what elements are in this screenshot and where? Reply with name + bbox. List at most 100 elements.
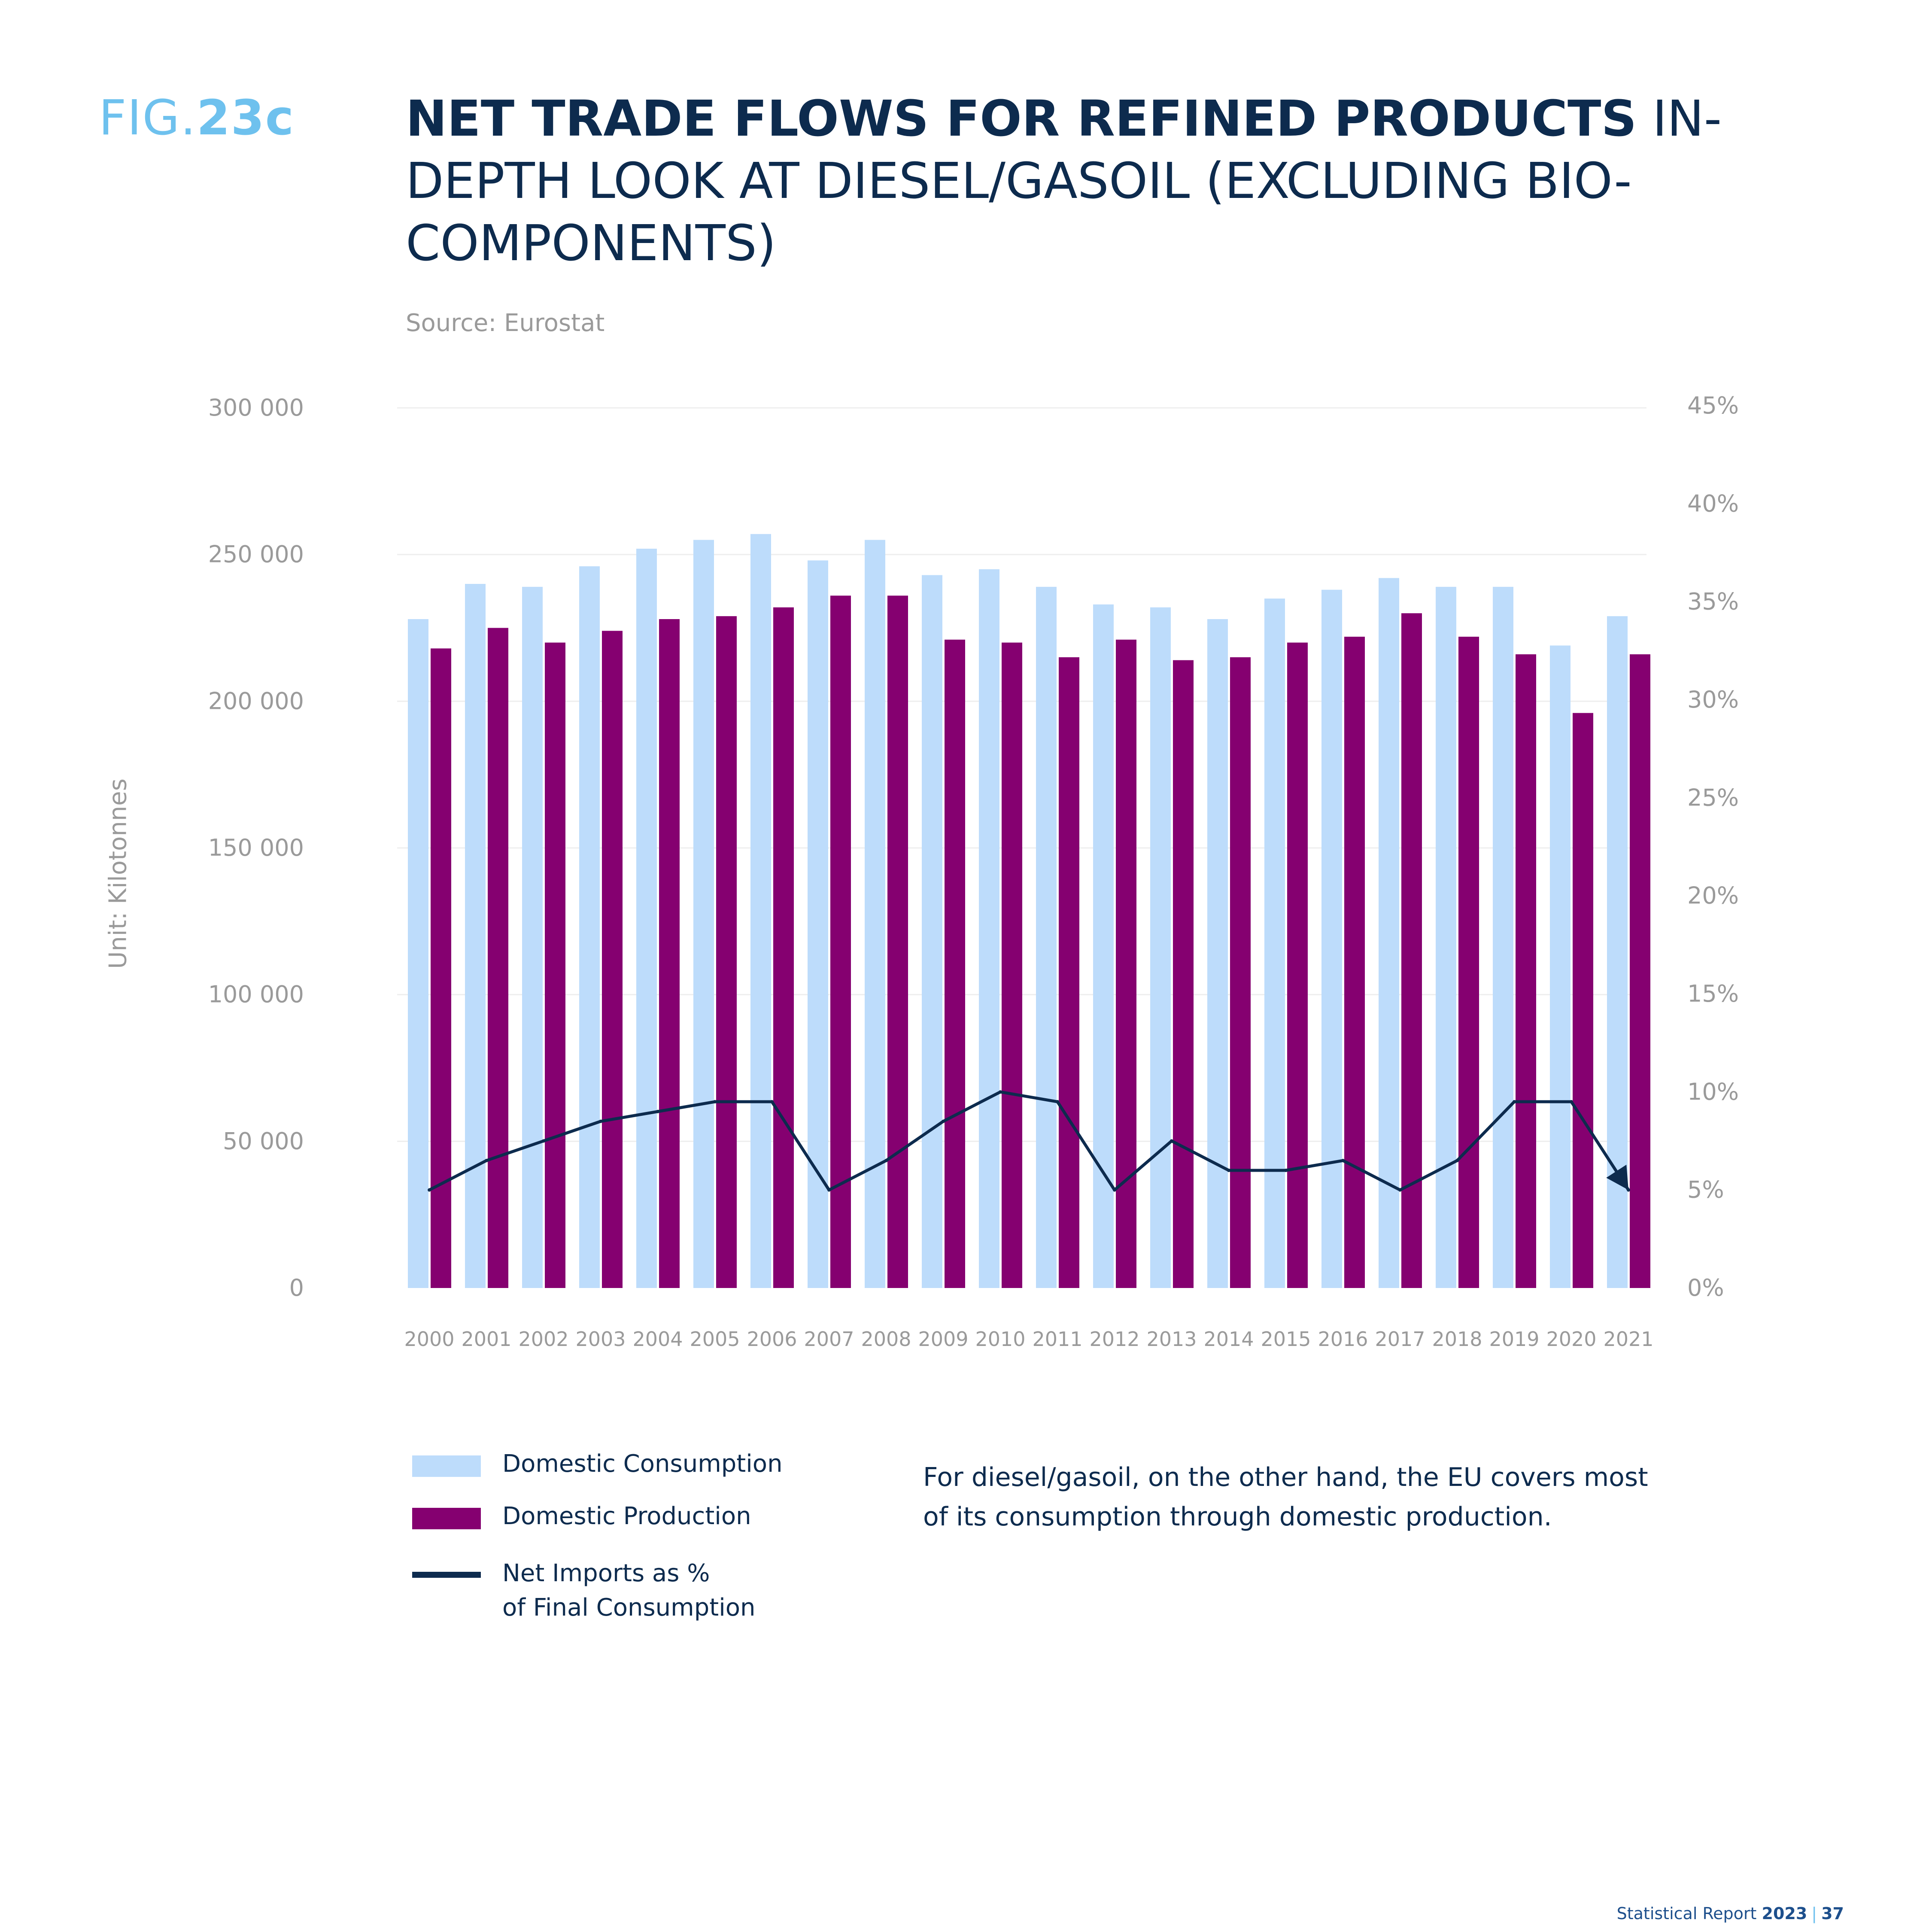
- line-point: [1170, 1139, 1173, 1143]
- line-point: [942, 1119, 945, 1123]
- y-tick-label: 250 000: [208, 541, 304, 568]
- line-point: [428, 1188, 431, 1192]
- x-tick-label: 2010: [975, 1327, 1025, 1351]
- y2-tick-label: 35%: [1687, 588, 1739, 615]
- bar-consumption: [979, 569, 999, 1288]
- bar-production: [1458, 637, 1479, 1288]
- bar-production: [1401, 613, 1422, 1288]
- legend-label-consumption: Domestic Consumption: [502, 1450, 783, 1478]
- y2-tick-label: 20%: [1687, 882, 1739, 909]
- footer-label: Statistical Report: [1616, 1904, 1757, 1923]
- line-point: [542, 1139, 545, 1143]
- bar-consumption: [1036, 586, 1057, 1288]
- line-point: [599, 1119, 602, 1123]
- y2-tick-label: 40%: [1687, 490, 1739, 517]
- x-tick-label: 2011: [1032, 1327, 1082, 1351]
- y2-tick-label: 45%: [1687, 392, 1739, 419]
- x-tick-label: 2020: [1546, 1327, 1596, 1351]
- title-regular: IN-DEPTH LOOK AT DIESEL/GASOIL (EXCLUDIN…: [406, 90, 1722, 272]
- footer-page: 37: [1821, 1904, 1844, 1923]
- legend-label-production: Domestic Production: [502, 1502, 751, 1530]
- legend-swatch-production: [412, 1508, 481, 1529]
- line-point: [770, 1100, 774, 1104]
- line-point: [827, 1188, 831, 1192]
- bar-consumption: [465, 584, 486, 1288]
- bar-consumption: [1436, 586, 1456, 1288]
- x-tick-label: 2016: [1318, 1327, 1368, 1351]
- x-tick-label: 2001: [461, 1327, 511, 1351]
- line-point: [1455, 1159, 1459, 1163]
- bar-production: [1630, 654, 1650, 1288]
- bar-production: [659, 619, 680, 1288]
- y2-tick-label: 0%: [1687, 1274, 1724, 1301]
- line-point: [1056, 1100, 1059, 1104]
- legend-swatch-consumption: [412, 1455, 481, 1477]
- page-footer: Statistical Report 2023 | 37: [1617, 1904, 1844, 1923]
- bar-consumption: [522, 586, 543, 1288]
- line-point: [1227, 1169, 1230, 1172]
- bar-consumption: [1321, 589, 1342, 1288]
- y2-tick-label: 5%: [1687, 1176, 1724, 1203]
- bar-production: [1059, 657, 1079, 1288]
- figure-number: 23c: [196, 90, 295, 146]
- bar-consumption: [1264, 598, 1285, 1288]
- x-tick-label: 2014: [1203, 1327, 1254, 1351]
- bar-production: [1516, 654, 1536, 1288]
- bar-production: [602, 631, 623, 1288]
- legend-swatch-net-imports: [412, 1572, 481, 1578]
- bar-production: [945, 639, 965, 1288]
- bar-consumption: [1493, 586, 1513, 1288]
- y2-tick-label: 25%: [1687, 784, 1739, 811]
- bar-production: [488, 628, 508, 1288]
- bar-consumption: [693, 540, 714, 1288]
- bar-production: [1173, 660, 1194, 1288]
- line-point: [485, 1159, 488, 1163]
- line-point: [1570, 1100, 1573, 1104]
- x-tick-label: 2017: [1375, 1327, 1425, 1351]
- x-tick-label: 2002: [518, 1327, 568, 1351]
- bar-production: [545, 642, 565, 1288]
- bar-production: [1230, 657, 1251, 1288]
- y-tick-label: 200 000: [208, 687, 304, 714]
- bar-production: [1573, 713, 1593, 1288]
- bar-consumption: [1379, 578, 1399, 1288]
- y-tick-label: 100 000: [208, 981, 304, 1008]
- bar-production: [773, 607, 794, 1288]
- y-tick-label: 300 000: [208, 394, 304, 421]
- x-tick-label: 2019: [1489, 1327, 1539, 1351]
- bar-consumption: [865, 540, 885, 1288]
- line-point: [1284, 1169, 1288, 1172]
- bar-consumption: [922, 575, 942, 1288]
- x-tick-label: 2006: [747, 1327, 797, 1351]
- title-bold: NET TRADE FLOWS FOR REFINED PRODUCTS: [406, 90, 1637, 148]
- x-tick-label: 2004: [632, 1327, 683, 1351]
- x-tick-label: 2007: [804, 1327, 854, 1351]
- bar-production: [431, 648, 451, 1288]
- bar-consumption: [808, 560, 828, 1288]
- x-tick-label: 2018: [1432, 1327, 1482, 1351]
- bar-production: [1287, 642, 1308, 1288]
- line-point: [1398, 1188, 1402, 1192]
- y-tick-label: 0: [289, 1274, 304, 1301]
- line-arrowhead: [1606, 1164, 1628, 1190]
- y2-tick-label: 15%: [1687, 980, 1739, 1007]
- bar-production: [1116, 639, 1136, 1288]
- x-tick-label: 2008: [861, 1327, 911, 1351]
- bar-consumption: [750, 534, 771, 1288]
- line-point: [656, 1110, 659, 1113]
- bar-consumption: [1207, 619, 1228, 1288]
- bar-consumption: [1150, 607, 1171, 1288]
- chart-area: 0 50 000 100 000 150 000 200 000 250 000 300 0…: [208, 392, 1739, 1351]
- footer-year: 2023: [1762, 1904, 1807, 1923]
- chart-title: NET TRADE FLOWS FOR REFINED PRODUCTS IN-…: [406, 88, 1865, 275]
- x-tick-label: 2015: [1261, 1327, 1311, 1351]
- line-point: [999, 1090, 1002, 1094]
- bar-consumption: [579, 566, 600, 1288]
- bar-production: [1002, 642, 1022, 1288]
- line-point: [1113, 1188, 1116, 1192]
- footer-separator: |: [1811, 1904, 1817, 1923]
- bar-production: [716, 616, 737, 1288]
- x-tick-label: 2013: [1146, 1327, 1197, 1351]
- figure-label: FIG.23c: [99, 90, 295, 146]
- bar-consumption: [408, 619, 428, 1288]
